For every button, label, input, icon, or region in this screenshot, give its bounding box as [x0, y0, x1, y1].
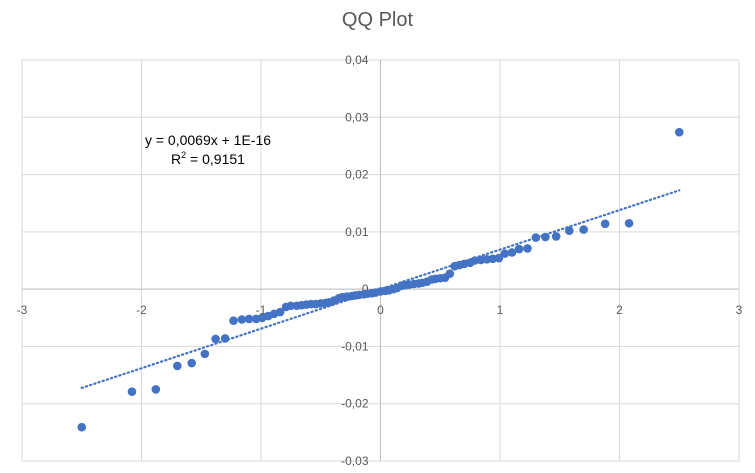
- data-point: [494, 253, 504, 263]
- x-tick-label: 2: [616, 303, 623, 317]
- data-point: [523, 244, 532, 253]
- y-tick-label: -0,01: [341, 339, 369, 353]
- data-point: [286, 301, 296, 311]
- data-point: [624, 218, 634, 228]
- x-tick-label: 0: [377, 303, 384, 317]
- y-tick-label: 0,03: [345, 110, 369, 124]
- data-point: [579, 225, 588, 234]
- x-tick-label: 3: [736, 303, 743, 317]
- data-point: [531, 233, 541, 242]
- data-point: [173, 361, 182, 371]
- x-tick-label: -2: [136, 303, 147, 317]
- x-tick-label: -3: [17, 303, 28, 317]
- data-point: [275, 307, 285, 317]
- data-point: [229, 316, 238, 325]
- data-point: [514, 244, 524, 254]
- data-point: [244, 314, 254, 324]
- y-tick-label: 0,01: [345, 225, 369, 239]
- x-tick-labels: -3 -2 -1 0 1 2 3: [17, 303, 743, 317]
- chart-title: QQ Plot: [341, 9, 414, 31]
- data-point: [507, 248, 517, 257]
- y-tick-label: 0,02: [345, 168, 369, 182]
- data-point: [445, 269, 455, 278]
- y-tick-labels: -0,03 -0,02 -0,01 0 0,01 0,02 0,03 0,04: [341, 53, 369, 468]
- data-point: [551, 232, 561, 241]
- data-point: [211, 334, 220, 344]
- y-tick-label: 0: [362, 282, 369, 296]
- trendline-equation: y = 0,0069x + 1E-16: [145, 132, 271, 148]
- y-tick-label: 0,04: [345, 53, 369, 67]
- data-point: [220, 334, 230, 343]
- data-point: [600, 219, 610, 229]
- y-tick-label: -0,03: [341, 454, 369, 468]
- x-tick-label: 1: [497, 303, 504, 317]
- y-tick-label: -0,02: [341, 397, 369, 411]
- data-point: [674, 127, 684, 137]
- data-point: [565, 226, 574, 236]
- trendline-r-squared: R2 = 0,9151: [171, 150, 245, 167]
- data-point: [200, 349, 210, 359]
- data-points: [77, 127, 684, 432]
- data-point: [77, 422, 87, 432]
- data-point: [237, 315, 247, 324]
- x-tick-label: -1: [256, 303, 267, 317]
- data-point: [151, 385, 161, 394]
- data-point: [500, 249, 510, 258]
- data-point: [127, 387, 137, 396]
- data-point: [187, 358, 196, 368]
- data-point: [541, 232, 550, 242]
